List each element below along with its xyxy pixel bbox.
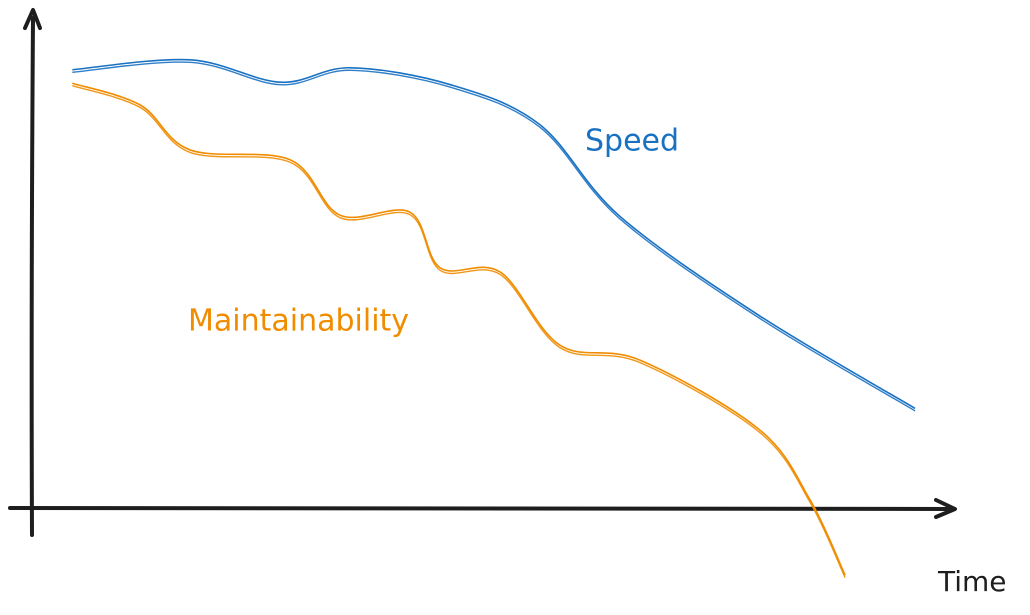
series-line	[72, 82, 846, 576]
x-axis-arrow	[934, 498, 957, 519]
y-axis-arrow	[23, 8, 42, 30]
series-line-shadow	[72, 61, 916, 412]
series-line-shadow	[72, 85, 846, 579]
series-line	[72, 58, 916, 410]
series-label: Maintainability	[188, 304, 409, 339]
x-axis-label: Time	[937, 565, 1007, 598]
series-label: Speed	[585, 124, 679, 159]
x-axis	[8, 506, 954, 512]
y-axis	[29, 16, 35, 537]
